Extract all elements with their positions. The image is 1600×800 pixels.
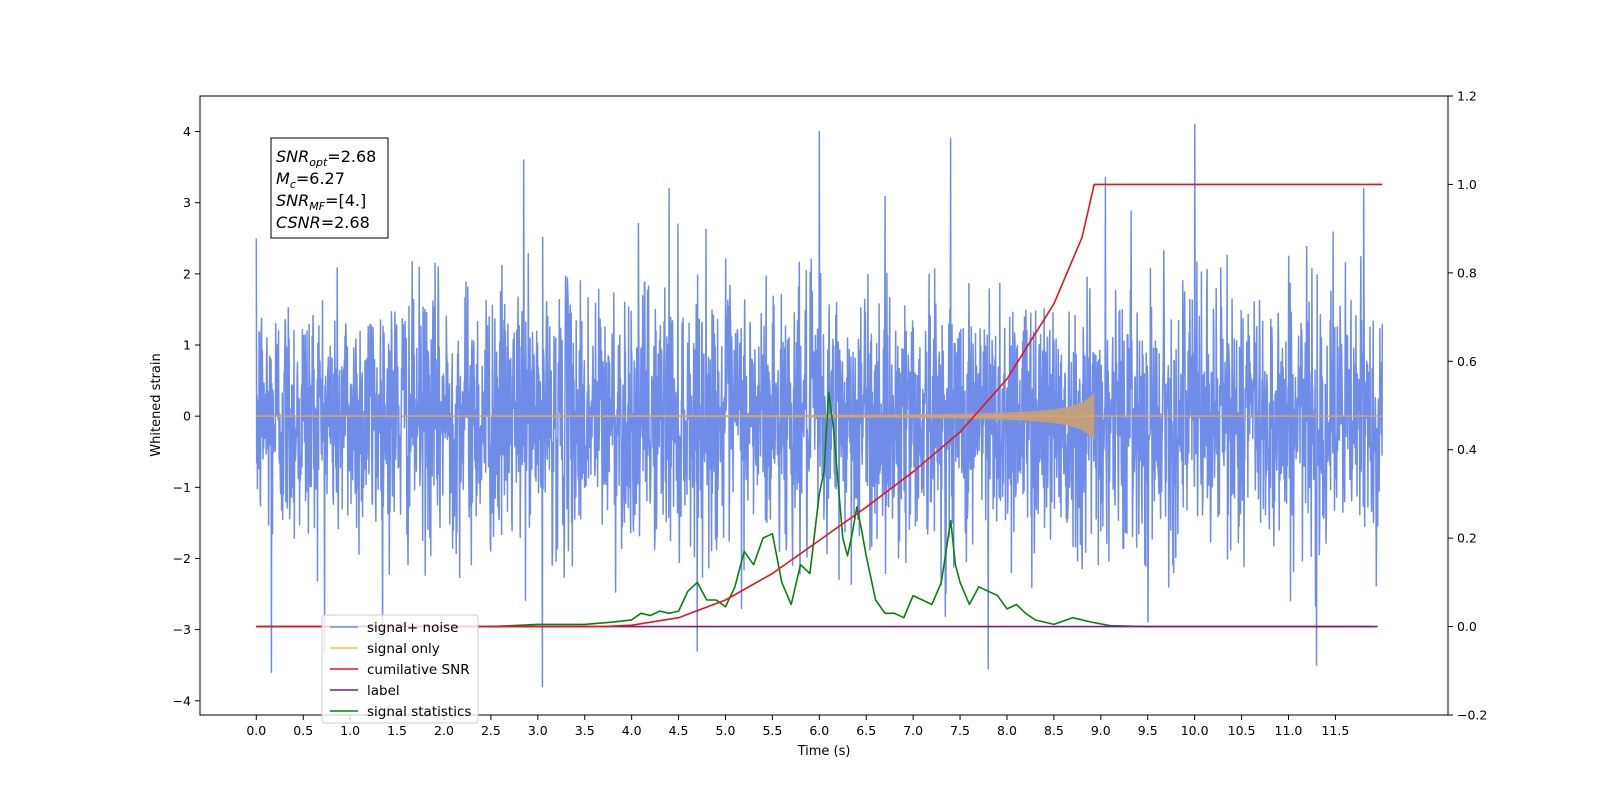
x-tick-label: 6.0 <box>809 723 829 738</box>
legend-entry: label <box>367 683 400 699</box>
x-tick-label: 2.0 <box>434 723 454 738</box>
annotation-symbol: M <box>276 169 290 188</box>
y-tick-label-right: 0.2 <box>1457 531 1477 546</box>
y-tick-label-right: 1.2 <box>1457 89 1477 104</box>
series-signal-noise <box>255 123 1384 688</box>
annotation-line: Mc=6.27 <box>276 169 345 191</box>
y-tick-label-left: 0 <box>183 409 191 424</box>
annotation-subscript: c <box>290 178 296 191</box>
series-signal-statistics <box>256 391 1373 628</box>
x-tick-label: 7.0 <box>903 723 923 738</box>
x-tick-label: 0.5 <box>293 723 313 738</box>
annotation-value: =6.27 <box>296 169 345 188</box>
legend-entry: signal statistics <box>367 704 471 720</box>
annotation-value: =2.68 <box>321 213 370 232</box>
x-tick-label: 7.5 <box>950 723 970 738</box>
x-axis-title: Time (s) <box>797 744 851 759</box>
legend-frame <box>321 614 479 724</box>
x-tick-label: 5.5 <box>762 723 782 738</box>
y-tick-label-left: −1 <box>173 480 191 495</box>
x-tick-label: 5.0 <box>716 723 736 738</box>
x-tick-label: 1.0 <box>340 723 360 738</box>
annotation-line: CSNR=2.68 <box>276 213 370 232</box>
x-tick-label: 4.5 <box>669 723 689 738</box>
legend-entry: cumilative SNR <box>367 662 470 678</box>
y-tick-label-right: −0.2 <box>1457 708 1487 723</box>
annotation-line: SNRMF=[4.] <box>276 191 366 213</box>
y-tick-label-right: 0.6 <box>1457 354 1477 369</box>
legend-entry: signal+ noise <box>367 620 458 636</box>
x-tick-label: 0.0 <box>246 723 266 738</box>
annotation-value: =[4.] <box>325 191 366 210</box>
x-tick-label: 3.5 <box>575 723 595 738</box>
y-tick-label-right: 0.4 <box>1457 442 1477 457</box>
x-tick-label: 11.5 <box>1321 723 1349 738</box>
x-tick-label: 9.0 <box>1091 723 1111 738</box>
legend: signal+ noise signal only cumilative SNR la… <box>321 614 479 724</box>
y-tick-label-left: 4 <box>183 124 191 139</box>
x-tick-label: 6.5 <box>856 723 876 738</box>
x-tick-label: 9.5 <box>1138 723 1158 738</box>
x-tick-label: 11.0 <box>1275 723 1303 738</box>
annotation-symbol: SNR <box>276 191 309 210</box>
x-tick-label: 3.0 <box>528 723 548 738</box>
x-tick-label: 8.0 <box>997 723 1017 738</box>
y-tick-label-left: 2 <box>183 266 191 281</box>
legend-entry: signal only <box>367 641 440 657</box>
x-tick-label: 10.5 <box>1228 723 1256 738</box>
annotation-line: SNRopt=2.68 <box>276 147 376 169</box>
series-cumulative-snr <box>256 183 1383 628</box>
annotation-subscript: MF <box>309 200 325 213</box>
y-tick-label-left: −4 <box>173 693 191 708</box>
y-axis-title: Whitened strain <box>149 353 164 456</box>
x-tick-label: 4.0 <box>622 723 642 738</box>
y-tick-label-left: 1 <box>183 338 191 353</box>
y-tick-label-left: 3 <box>183 195 191 210</box>
x-tick-label: 10.0 <box>1181 723 1209 738</box>
x-tick-label: 1.5 <box>387 723 407 738</box>
y-tick-label-left: −3 <box>173 622 191 637</box>
annotation-symbol: SNR <box>276 147 309 166</box>
y-tick-label-right: 0.0 <box>1457 619 1477 634</box>
y-tick-label-right: 1.0 <box>1457 177 1477 192</box>
annotation-frame <box>270 137 389 239</box>
x-tick-label: 8.5 <box>1044 723 1064 738</box>
y-tick-label-left: −2 <box>173 551 191 566</box>
y-tick-label-right: 0.8 <box>1457 265 1477 280</box>
annotation-subscript: opt <box>309 156 328 169</box>
plot-frame <box>199 95 1449 716</box>
annotation-symbol: CSNR <box>276 213 321 232</box>
annotation-value: =2.68 <box>327 147 376 166</box>
x-tick-label: 2.5 <box>481 723 501 738</box>
